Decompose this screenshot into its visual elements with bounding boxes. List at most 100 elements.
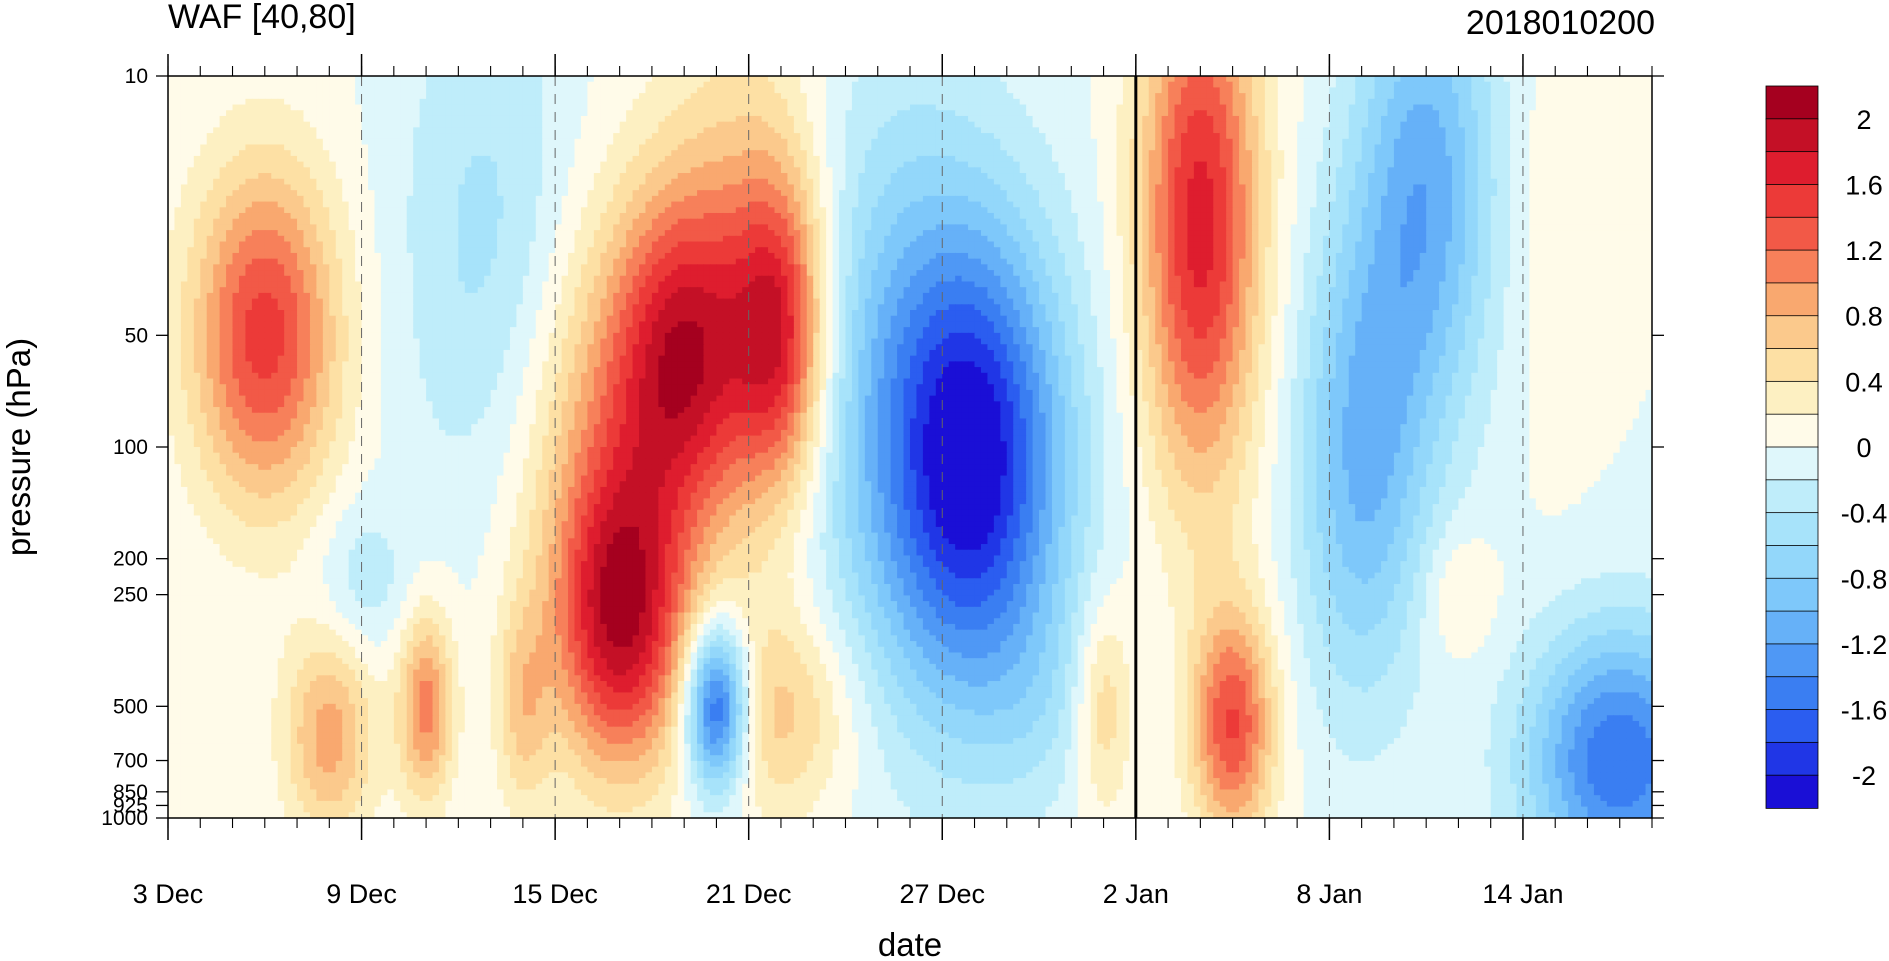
heat-cell bbox=[1555, 156, 1562, 162]
heat-cell bbox=[833, 190, 840, 196]
heat-cell bbox=[1058, 162, 1065, 168]
heat-cell bbox=[639, 162, 646, 168]
heat-cell bbox=[749, 116, 756, 122]
heat-cell bbox=[1226, 196, 1233, 202]
heat-cell bbox=[271, 127, 278, 133]
heat-cell bbox=[484, 167, 491, 173]
heat-cell bbox=[962, 127, 969, 133]
heat-cell bbox=[1246, 173, 1253, 179]
heat-cell bbox=[1162, 167, 1169, 173]
heat-cell bbox=[529, 87, 536, 93]
heat-cell bbox=[226, 179, 233, 185]
heat-cell bbox=[729, 179, 736, 185]
heat-cell bbox=[1607, 82, 1614, 88]
heat-cell bbox=[1452, 133, 1459, 139]
heat-cell bbox=[852, 196, 859, 202]
heat-cell bbox=[1084, 93, 1091, 99]
heat-cell bbox=[239, 139, 246, 145]
heat-cell bbox=[400, 179, 407, 185]
heat-cell bbox=[374, 122, 381, 128]
heat-cell bbox=[407, 167, 414, 173]
heat-cell bbox=[1381, 190, 1388, 196]
heat-cell bbox=[336, 116, 343, 122]
heat-cell bbox=[994, 162, 1001, 168]
heat-cell bbox=[187, 110, 194, 116]
heat-cell bbox=[1168, 162, 1175, 168]
heat-cell bbox=[239, 156, 246, 162]
heat-cell bbox=[1413, 156, 1420, 162]
heat-cell bbox=[936, 196, 943, 202]
heat-cell bbox=[762, 110, 769, 116]
heat-cell bbox=[762, 76, 769, 82]
heat-cell bbox=[1297, 76, 1304, 82]
heat-cell bbox=[1439, 116, 1446, 122]
heat-cell bbox=[194, 196, 201, 202]
heat-cell bbox=[962, 156, 969, 162]
heat-cell bbox=[258, 116, 265, 122]
heat-cell bbox=[1110, 173, 1117, 179]
heat-cell bbox=[1258, 179, 1265, 185]
heat-cell bbox=[833, 139, 840, 145]
heat-cell bbox=[265, 184, 272, 190]
heat-cell bbox=[1633, 184, 1640, 190]
heat-cell bbox=[562, 133, 569, 139]
heat-cell bbox=[1587, 116, 1594, 122]
heat-cell bbox=[1175, 110, 1182, 116]
heat-cell bbox=[852, 144, 859, 150]
heat-cell bbox=[1555, 93, 1562, 99]
heat-cell bbox=[1329, 99, 1336, 105]
heat-cell bbox=[207, 179, 214, 185]
heat-cell bbox=[1110, 190, 1117, 196]
heat-cell bbox=[1091, 179, 1098, 185]
heat-cell bbox=[775, 196, 782, 202]
heat-cell bbox=[955, 127, 962, 133]
heat-cell bbox=[271, 162, 278, 168]
heat-cell bbox=[981, 139, 988, 145]
heat-cell bbox=[755, 173, 762, 179]
heat-cell bbox=[981, 150, 988, 156]
heat-cell bbox=[1316, 162, 1323, 168]
heat-cell bbox=[1407, 105, 1414, 111]
heat-cell bbox=[374, 184, 381, 190]
heat-cell bbox=[1271, 82, 1278, 88]
heat-cell bbox=[504, 76, 511, 82]
heat-cell bbox=[174, 122, 181, 128]
heat-cell bbox=[762, 99, 769, 105]
heat-cell bbox=[471, 162, 478, 168]
heat-cell bbox=[458, 76, 465, 82]
heat-cell bbox=[1065, 144, 1072, 150]
heat-cell bbox=[923, 105, 930, 111]
heat-cell bbox=[1510, 144, 1517, 150]
heat-cell bbox=[497, 76, 504, 82]
heat-cell bbox=[1194, 150, 1201, 156]
heat-cell bbox=[755, 167, 762, 173]
heat-cell bbox=[1046, 87, 1053, 93]
heat-cell bbox=[207, 93, 214, 99]
heat-cell bbox=[433, 127, 440, 133]
heat-cell bbox=[910, 184, 917, 190]
heat-cell bbox=[942, 116, 949, 122]
heat-cell bbox=[1162, 179, 1169, 185]
heat-cell bbox=[1471, 156, 1478, 162]
heat-cell bbox=[1304, 156, 1311, 162]
heat-cell bbox=[600, 144, 607, 150]
heat-cell bbox=[491, 150, 498, 156]
heat-cell bbox=[1026, 162, 1033, 168]
heat-cell bbox=[704, 162, 711, 168]
heat-cell bbox=[607, 196, 614, 202]
heat-cell bbox=[194, 93, 201, 99]
heat-cell bbox=[1587, 190, 1594, 196]
heat-cell bbox=[1452, 116, 1459, 122]
heat-cell bbox=[1368, 110, 1375, 116]
heat-cell bbox=[704, 167, 711, 173]
heat-cell bbox=[220, 162, 227, 168]
heat-cell bbox=[1246, 139, 1253, 145]
heat-cell bbox=[1562, 116, 1569, 122]
heat-cell bbox=[258, 173, 265, 179]
heat-cell bbox=[1007, 133, 1014, 139]
heat-cell bbox=[820, 179, 827, 185]
heat-cell bbox=[1387, 87, 1394, 93]
heat-cell bbox=[904, 105, 911, 111]
heat-cell bbox=[1052, 162, 1059, 168]
heat-cell bbox=[1607, 110, 1614, 116]
